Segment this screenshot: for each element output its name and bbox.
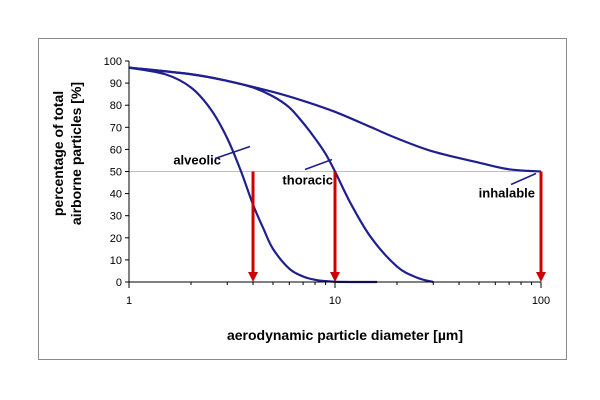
annotation-leader — [510, 172, 537, 186]
y-axis-label-line-2: airborne particles [%] — [68, 82, 84, 225]
cutoff-arrow-head — [536, 272, 546, 282]
y-tick-label: 70 — [110, 122, 122, 134]
x-tick-label: 1 — [126, 295, 132, 307]
series-line-inhalable — [128, 66, 542, 173]
chart-frame: 0 10 20 30 40 50 60 70 80 90 100 1 10 100 alveolic th… — [38, 38, 567, 360]
y-tick-label: 20 — [110, 233, 122, 245]
y-tick-label: 100 — [104, 56, 122, 68]
cutoff-arrow-head — [330, 272, 340, 282]
x-tick-label: 10 — [329, 295, 341, 307]
y-tick-label: 10 — [110, 255, 122, 267]
y-axis-label-line-1: percentage of total — [50, 91, 66, 216]
x-axis-label: aerodynamic particle diameter [µm] — [227, 327, 463, 343]
cutoff-arrow-head — [248, 272, 259, 282]
y-tick-label: 30 — [110, 211, 122, 223]
annotation-leader — [304, 158, 333, 171]
y-tick-label: 90 — [110, 78, 122, 90]
y-tick-label: 40 — [110, 189, 122, 201]
annotation-thoracic: thoracic — [282, 173, 333, 188]
y-tick-label: 0 — [116, 277, 122, 289]
annotation-inhalable: inhalable — [479, 186, 535, 201]
annotation-leader — [214, 145, 251, 160]
series-line-thoracic — [128, 66, 434, 284]
y-tick-label: 80 — [110, 100, 122, 112]
annotation-alveolic: alveolic — [173, 153, 221, 168]
y-tick-label: 60 — [110, 144, 122, 156]
y-tick-label: 50 — [110, 167, 122, 179]
x-tick-label: 100 — [532, 295, 550, 307]
